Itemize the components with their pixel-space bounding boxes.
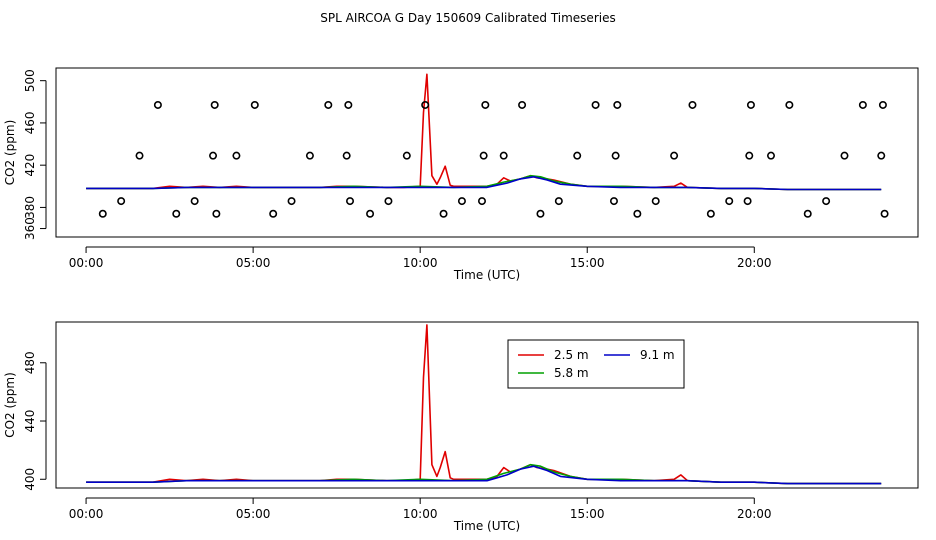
calibration-point: [287, 197, 296, 206]
calibration-point: [439, 209, 448, 218]
calibration-point: [344, 100, 353, 109]
y-axis-label: CO2 (ppm): [3, 120, 17, 186]
calibration-point: [591, 100, 600, 109]
calibration-point: [877, 151, 886, 160]
calibration-point: [212, 209, 221, 218]
x-tick-label: 15:00: [570, 256, 605, 270]
calibration-point: [210, 100, 219, 109]
calibration-point: [743, 197, 752, 206]
series-line-2-5-m: [86, 73, 882, 191]
y-tick-label: 380: [23, 196, 37, 219]
y-tick-label: 500: [23, 69, 37, 92]
calibration-point: [766, 151, 775, 160]
calibration-point: [651, 197, 660, 206]
x-tick-label: 20:00: [737, 256, 772, 270]
calibration-point: [269, 209, 278, 218]
calibration-point: [172, 209, 181, 218]
calibration-point: [573, 151, 582, 160]
x-axis-label: Time (UTC): [453, 519, 520, 533]
calibration-point: [880, 209, 889, 218]
legend-box: [507, 339, 685, 389]
series-line-9-1-m: [86, 176, 882, 191]
calibration-point: [554, 197, 563, 206]
calibration-point: [609, 197, 618, 206]
calibration-point: [117, 197, 126, 206]
calibration-point: [457, 197, 466, 206]
calibration-point: [135, 151, 144, 160]
x-tick-label: 05:00: [236, 507, 271, 521]
calibration-point: [822, 197, 831, 206]
calibration-point: [366, 209, 375, 218]
calibration-point: [499, 151, 508, 160]
calibration-point: [342, 151, 351, 160]
calibration-point: [98, 209, 107, 218]
series-line-9-1-m: [86, 465, 882, 485]
calibration-point: [346, 197, 355, 206]
calibration-point: [611, 151, 620, 160]
y-tick-label: 360: [23, 217, 37, 240]
calibration-point: [384, 197, 393, 206]
calibration-point: [209, 151, 218, 160]
calibration-point: [745, 151, 754, 160]
y-tick-label: 480: [23, 351, 37, 374]
x-tick-label: 15:00: [570, 507, 605, 521]
x-tick-label: 05:00: [236, 256, 271, 270]
calibration-point: [878, 100, 887, 109]
series-line-2-5-m: [86, 324, 882, 485]
calibration-point: [421, 100, 430, 109]
calibration-point: [688, 100, 697, 109]
calibration-point: [153, 100, 162, 109]
y-tick-label: 460: [23, 111, 37, 134]
calibration-point: [324, 100, 333, 109]
calibration-point: [706, 209, 715, 218]
y-tick-label: 440: [23, 410, 37, 433]
calibration-point: [250, 100, 259, 109]
y-tick-label: 420: [23, 154, 37, 177]
x-tick-label: 10:00: [403, 256, 438, 270]
calibration-point: [840, 151, 849, 160]
figure-title: SPL AIRCOA G Day 150609 Calibrated Times…: [320, 11, 615, 25]
calibration-point: [481, 100, 490, 109]
calibration-point: [785, 100, 794, 109]
calibration-point: [725, 197, 734, 206]
legend-label: 5.8 m: [554, 366, 589, 380]
calibration-point: [670, 151, 679, 160]
calibration-point: [232, 151, 241, 160]
y-tick-label: 400: [23, 468, 37, 491]
calibration-point: [477, 197, 486, 206]
calibration-point: [305, 151, 314, 160]
x-tick-label: 20:00: [737, 507, 772, 521]
top-panel: 00:00 05:00 10:00 15:00 20:00 Time (UTC) 36038…: [3, 67, 919, 282]
legend-label: 2.5 m: [554, 348, 589, 362]
calibration-point: [746, 100, 755, 109]
x-tick-label: 00:00: [69, 507, 104, 521]
calibration-point: [402, 151, 411, 160]
x-tick-label: 10:00: [403, 507, 438, 521]
calibration-point: [479, 151, 488, 160]
y-axis-label: CO2 (ppm): [3, 372, 17, 438]
plot-frame: [55, 67, 919, 238]
calibration-point: [536, 209, 545, 218]
calibration-point: [518, 100, 527, 109]
bottom-panel: 00:00 05:00 10:00 15:00 20:00 Time (UTC) 400 44…: [3, 321, 919, 533]
x-tick-label: 00:00: [69, 256, 104, 270]
plot-frame: [55, 321, 919, 489]
x-axis-label: Time (UTC): [453, 268, 520, 282]
calibration-point: [858, 100, 867, 109]
calibration-point: [633, 209, 642, 218]
calibration-point: [190, 197, 199, 206]
calibration-point: [803, 209, 812, 218]
legend-label: 9.1 m: [640, 348, 675, 362]
calibration-point: [613, 100, 622, 109]
